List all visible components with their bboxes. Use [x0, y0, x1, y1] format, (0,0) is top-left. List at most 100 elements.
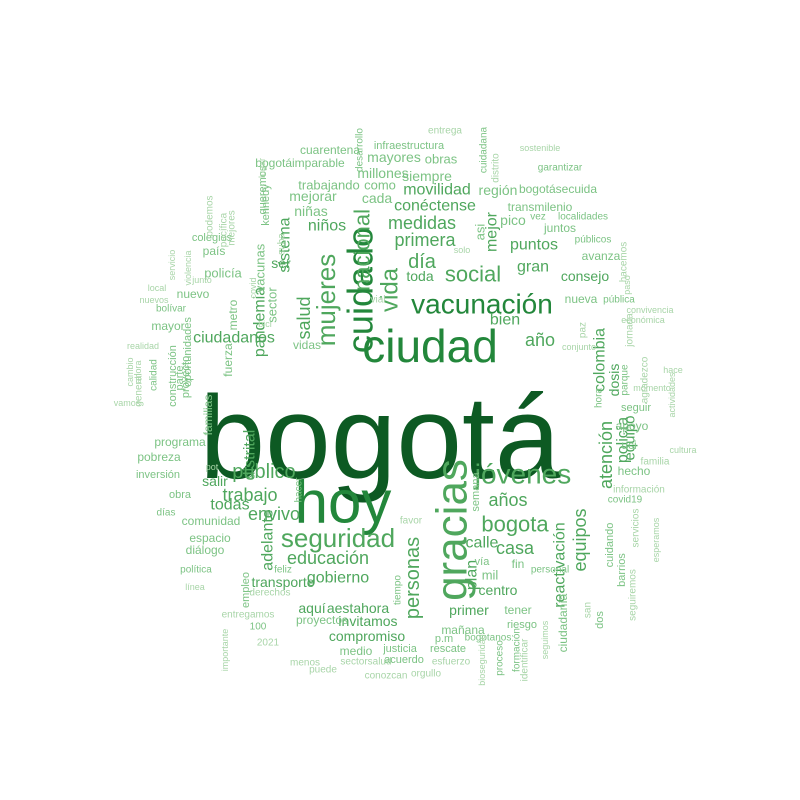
- word-pandemia: pandemia: [252, 287, 269, 357]
- word-bogotasecuida: bogotásecuida: [519, 182, 597, 196]
- word-asi: asi: [473, 224, 488, 241]
- word-trabajando: trabajando: [298, 178, 359, 193]
- word-vacunas: vacunas: [253, 243, 268, 292]
- word-linea: línea: [185, 582, 205, 592]
- word-servicios: servicios: [631, 509, 642, 548]
- word-salir: salir: [202, 473, 228, 489]
- word-publica: pública: [603, 295, 635, 306]
- word-favor: favor: [400, 516, 423, 527]
- word-conectense: conéctense: [394, 198, 476, 215]
- word-sostenible: sostenible: [520, 143, 561, 153]
- word-pobreza: pobreza: [137, 450, 181, 464]
- word-lugar: lugar: [257, 158, 267, 178]
- word-publico: público: [232, 461, 295, 483]
- word-podemos: podemos: [205, 195, 216, 236]
- word-suba: suba: [277, 233, 288, 255]
- word-transporte: transporte: [251, 574, 314, 590]
- word-obra: obra: [169, 489, 192, 501]
- word-avanza: avanza: [582, 249, 621, 263]
- word-oportunidades: oportunidades: [182, 317, 194, 387]
- word-vial: vial: [370, 295, 385, 306]
- word-esperamos: esperamos: [651, 517, 661, 562]
- word-medio: medio: [340, 644, 373, 658]
- word-personal: personal: [531, 565, 569, 576]
- word-jornada: jornada: [625, 313, 636, 348]
- word-distrito: distrito: [491, 153, 502, 183]
- word-ciudadanos: ciudadanos: [193, 330, 275, 347]
- word-inversion: inversión: [136, 469, 180, 481]
- word-region: región: [479, 182, 518, 198]
- word-rescate: rescate: [430, 643, 466, 655]
- word-trabajo: trabajo: [222, 485, 277, 505]
- word-vida: vida: [377, 267, 404, 312]
- word-toda: toda: [406, 268, 433, 284]
- word-bogotanos: bogotanos: [465, 633, 512, 644]
- word-pot: pot: [206, 462, 219, 472]
- word-servicio: servicio: [167, 250, 177, 281]
- word-100: 100: [250, 622, 267, 633]
- word-centro: centro: [479, 582, 518, 598]
- word-hace: hace: [663, 365, 683, 375]
- word-barrios: barrios: [616, 553, 628, 587]
- word-ahora: ahora: [133, 360, 143, 383]
- word-solo: solo: [454, 245, 471, 255]
- word-mejores: mejores: [227, 210, 238, 246]
- word-agradezco: agradezco: [640, 356, 651, 403]
- word-programa: programa: [154, 435, 206, 449]
- word-bogotaimparable: bogotáimparable: [255, 156, 345, 170]
- word-personas: personas: [402, 537, 424, 619]
- word-pais: país: [203, 244, 226, 258]
- word-localidades: localidades: [558, 212, 608, 223]
- word-ano: año: [525, 330, 555, 350]
- word-bici: bici: [258, 319, 272, 329]
- word-paz: paz: [578, 322, 589, 338]
- word-gracias: gracias: [428, 459, 477, 601]
- word-consejo: consejo: [561, 268, 609, 284]
- word-hoy: hoy: [295, 469, 392, 536]
- word-gran: gran: [517, 259, 549, 276]
- word-reactivacion: reactivación: [552, 522, 569, 607]
- word-san: san: [583, 602, 594, 618]
- word-transmilenio: transmilenio: [508, 200, 573, 214]
- word-2021: 2021: [257, 638, 280, 649]
- word-kennedy: kennedy: [260, 184, 272, 226]
- word-momento: momento: [633, 383, 671, 393]
- word-importante: importante: [220, 629, 230, 672]
- word-equipos: equipos: [570, 508, 590, 571]
- word-ninas: niñas: [294, 203, 327, 219]
- word-ciudadania: ciudadanía: [556, 593, 570, 652]
- word-atencion: atención: [596, 421, 616, 489]
- word-aestahora: aestahora: [327, 600, 389, 616]
- word-todas: todas: [210, 497, 249, 514]
- word-calle: calle: [466, 535, 499, 552]
- word-anos: años: [488, 490, 527, 510]
- word-cuidado: cuidado: [340, 227, 381, 353]
- word-jovenes: jóvenes: [474, 459, 572, 490]
- word-p-m: p.m: [435, 633, 453, 645]
- word-cuidando: cuidando: [604, 523, 616, 568]
- word-aqui: aquí: [298, 600, 325, 616]
- word-entregamos: entregamos: [222, 610, 275, 621]
- word-informacion: información: [613, 485, 665, 496]
- word-nueva: nueva: [565, 292, 598, 306]
- word-covid19: covid19: [608, 495, 643, 506]
- word-casa: casa: [496, 538, 535, 558]
- word-derechos: derechos: [249, 588, 290, 599]
- word-tiempo: tiempo: [393, 575, 404, 605]
- word-proceso: proceso: [495, 640, 506, 676]
- word-menos: menos: [290, 658, 320, 669]
- word-millones: millones: [357, 165, 408, 181]
- word-convivencia: convivencia: [626, 305, 673, 315]
- word-primera: primera: [394, 230, 456, 250]
- word-vacunacion: vacunación: [411, 289, 553, 320]
- word-siempre: siempre: [402, 168, 452, 184]
- word-mejorar: mejorar: [289, 188, 337, 204]
- word-movilidad: movilidad: [403, 182, 471, 199]
- word-identificar: identificar: [520, 638, 531, 681]
- word-empleo: empleo: [240, 572, 252, 608]
- word-cuarentena: cuarentena: [300, 143, 360, 157]
- word-mujeres: mujeres: [311, 254, 341, 346]
- word-cambio: cambio: [125, 357, 135, 386]
- word-sector: sector: [265, 287, 280, 323]
